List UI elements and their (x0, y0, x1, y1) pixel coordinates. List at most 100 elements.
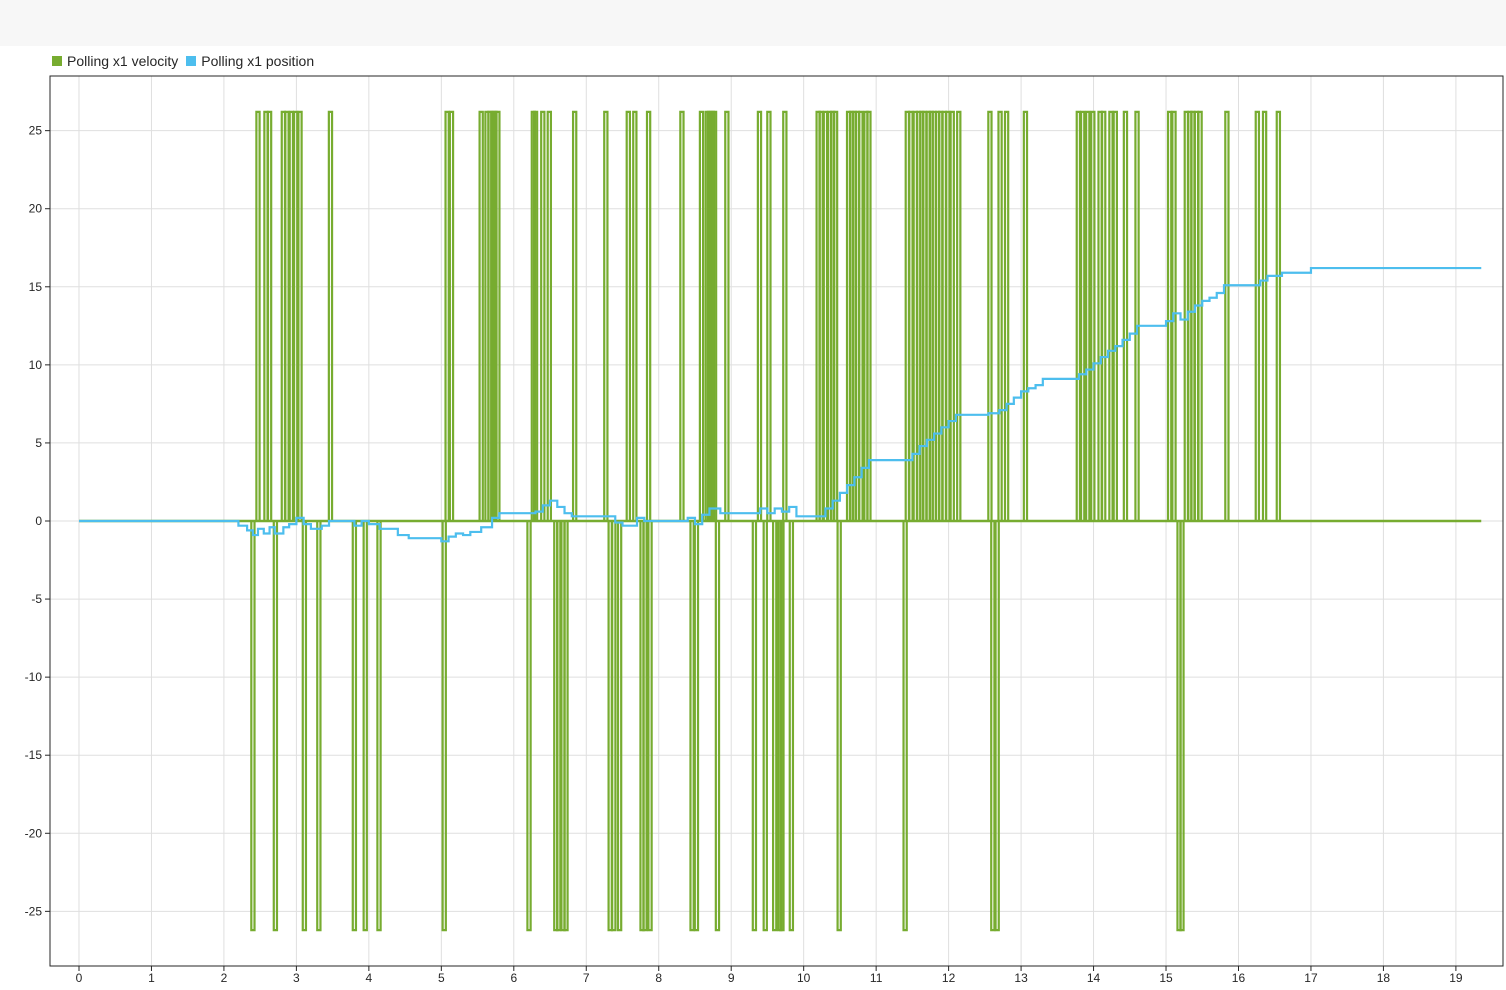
velocity-pulse (1100, 110, 1107, 521)
velocity-pulse (1022, 110, 1029, 521)
velocity-pulse (540, 110, 546, 521)
velocity-pulse (836, 521, 842, 932)
velocity-pulse (766, 110, 772, 521)
velocity-pulse (902, 521, 908, 932)
velocity-pulse (478, 110, 484, 521)
velocity-pulse (1254, 110, 1261, 521)
velocity-pulse (611, 521, 617, 932)
velocity-pulse (546, 110, 553, 521)
velocity-pulse (272, 521, 279, 932)
velocity-pulse (647, 521, 653, 932)
x-tick-label: 18 (1377, 971, 1391, 985)
chart-legend: Polling x1 velocity Polling x1 position (52, 52, 322, 70)
y-tick-label: 15 (29, 280, 43, 294)
velocity-pulse (858, 110, 864, 521)
velocity-pulse (956, 110, 962, 521)
velocity-pulse (1085, 110, 1091, 521)
velocity-pulse (788, 521, 795, 932)
velocity-pulse (250, 521, 256, 932)
x-tick-label: 1 (148, 971, 155, 985)
velocity-pulse (1075, 110, 1082, 521)
velocity-pulse (327, 110, 334, 521)
velocity-pulse (603, 110, 609, 521)
toolbar-area (0, 0, 1506, 46)
x-tick-label: 9 (728, 971, 735, 985)
x-tick-label: 11 (870, 971, 883, 985)
y-tick-label: -25 (25, 904, 43, 918)
y-tick-label: -10 (25, 670, 43, 684)
legend-item-velocity[interactable]: Polling x1 velocity (52, 53, 178, 69)
velocity-pulse (711, 110, 718, 521)
velocity-pulse (1108, 110, 1114, 521)
velocity-pulse (771, 521, 778, 932)
x-tick-label: 6 (510, 971, 517, 985)
position-series (78, 266, 1482, 543)
velocity-pulse (714, 521, 721, 932)
velocity-series (78, 110, 1482, 932)
velocity-pulse (563, 521, 569, 932)
legend-label-velocity: Polling x1 velocity (67, 53, 179, 69)
x-tick-label: 7 (583, 971, 590, 985)
velocity-pulse (288, 110, 295, 521)
velocity-pulse (1122, 110, 1129, 521)
y-tick-label: 10 (29, 358, 43, 372)
velocity-pulse (724, 110, 730, 521)
velocity-pulse (693, 521, 700, 932)
velocity-pulse (625, 110, 632, 521)
velocity-pulse (351, 521, 358, 932)
velocity-pulse (444, 110, 450, 521)
velocity-pulse (632, 110, 638, 521)
y-tick-label: 5 (35, 436, 42, 450)
x-tick-label: 19 (1449, 971, 1463, 985)
velocity-pulse (1275, 110, 1282, 521)
velocity-pulse (1090, 110, 1096, 521)
x-tick-label: 16 (1232, 971, 1246, 985)
velocity-pulse (751, 521, 758, 932)
velocity-pulse (441, 521, 447, 932)
velocity-pulse (779, 521, 785, 932)
x-tick-label: 8 (655, 971, 662, 985)
velocity-pulse (866, 110, 872, 521)
velocity-pulse (949, 110, 955, 521)
velocity-pulse (642, 521, 648, 932)
tick-labels: 0 1 2 3 4 5 6 7 8 9 10 11 12 13 14 15 16 17 18 192520151050… (25, 124, 1463, 985)
velocity-pulse (266, 110, 273, 521)
velocity-pulse (679, 110, 685, 521)
velocity-pulse (1224, 110, 1230, 521)
velocity-pulse (1079, 110, 1086, 521)
legend-label-position: Polling x1 position (201, 53, 315, 69)
velocity-pulse (255, 110, 261, 521)
legend-swatch-velocity (52, 56, 62, 66)
x-tick-label: 17 (1304, 971, 1318, 985)
velocity-pulse (994, 521, 1000, 932)
x-tick-label: 10 (797, 971, 811, 985)
velocity-pulse (1197, 110, 1203, 521)
velocity-pulse (756, 110, 763, 521)
velocity-pulse (292, 110, 299, 521)
x-tick-label: 13 (1014, 971, 1028, 985)
velocity-pulse (301, 521, 308, 932)
x-tick-label: 4 (366, 971, 373, 985)
x-tick-label: 14 (1087, 971, 1101, 985)
legend-item-position[interactable]: Polling x1 position (186, 53, 314, 69)
x-tick-label: 2 (221, 971, 228, 985)
y-tick-label: 20 (29, 202, 43, 216)
velocity-pulse (495, 110, 501, 521)
velocity-pulse (818, 110, 824, 521)
velocity-pulse (571, 110, 578, 521)
position-line (78, 266, 1482, 543)
velocity-pulse (316, 521, 322, 932)
velocity-pulse (448, 110, 455, 521)
x-tick-label: 0 (76, 971, 83, 985)
velocity-pulse (1179, 521, 1185, 932)
velocity-pulse (645, 110, 652, 521)
x-tick-label: 5 (438, 971, 445, 985)
velocity-pulse (526, 521, 532, 932)
velocity-pulse (1003, 110, 1010, 521)
velocity-pulse (284, 110, 290, 521)
velocity-pulse (297, 110, 303, 521)
velocity-pulse (782, 110, 788, 521)
y-tick-label: 25 (29, 124, 43, 138)
velocity-pulse (698, 110, 705, 521)
